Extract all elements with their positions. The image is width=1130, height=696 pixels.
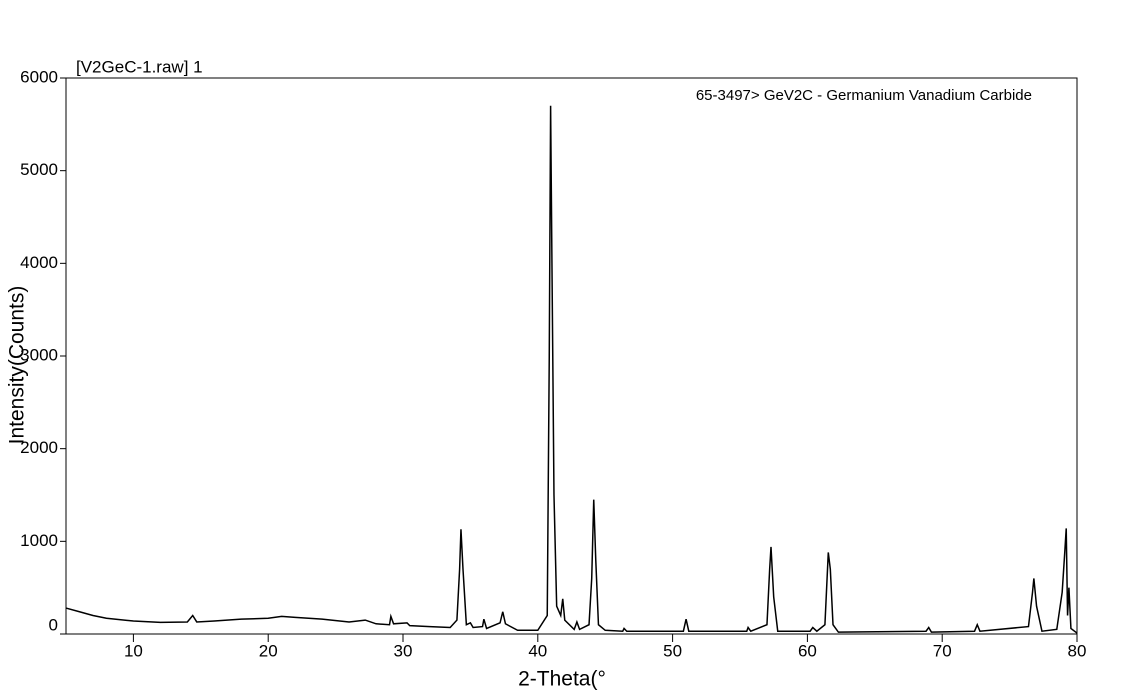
x-tick-label: 30 [394, 641, 413, 660]
x-tick-label: 20 [259, 641, 278, 660]
y-tick-label: 3000 [20, 345, 58, 364]
plot-frame [65, 77, 1078, 635]
y-tick-label: 2000 [20, 438, 58, 457]
x-tick-label: 10 [124, 641, 143, 660]
y-tick-label: 0 [49, 615, 58, 634]
y-tick-label: 6000 [20, 67, 58, 86]
x-tick-label: 80 [1068, 641, 1087, 660]
annotation: 65-3497> GeV2C - Germanium Vanadium Carb… [696, 87, 1032, 104]
data-line [65, 105, 1078, 634]
x-tick-label: 50 [663, 641, 682, 660]
x-tick-label: 60 [798, 641, 817, 660]
y-tick-label: 5000 [20, 160, 58, 179]
y-axis-label: Intensity(Counts) [6, 286, 29, 445]
y-tick-label: 1000 [20, 531, 58, 550]
x-tick-label: 70 [933, 641, 952, 660]
chart-title: [V2GeC-1.raw] 1 [76, 57, 203, 76]
x-tick-label: 40 [528, 641, 547, 660]
y-tick-label: 4000 [20, 253, 58, 272]
x-axis-label: 2-Theta(° [518, 668, 606, 691]
